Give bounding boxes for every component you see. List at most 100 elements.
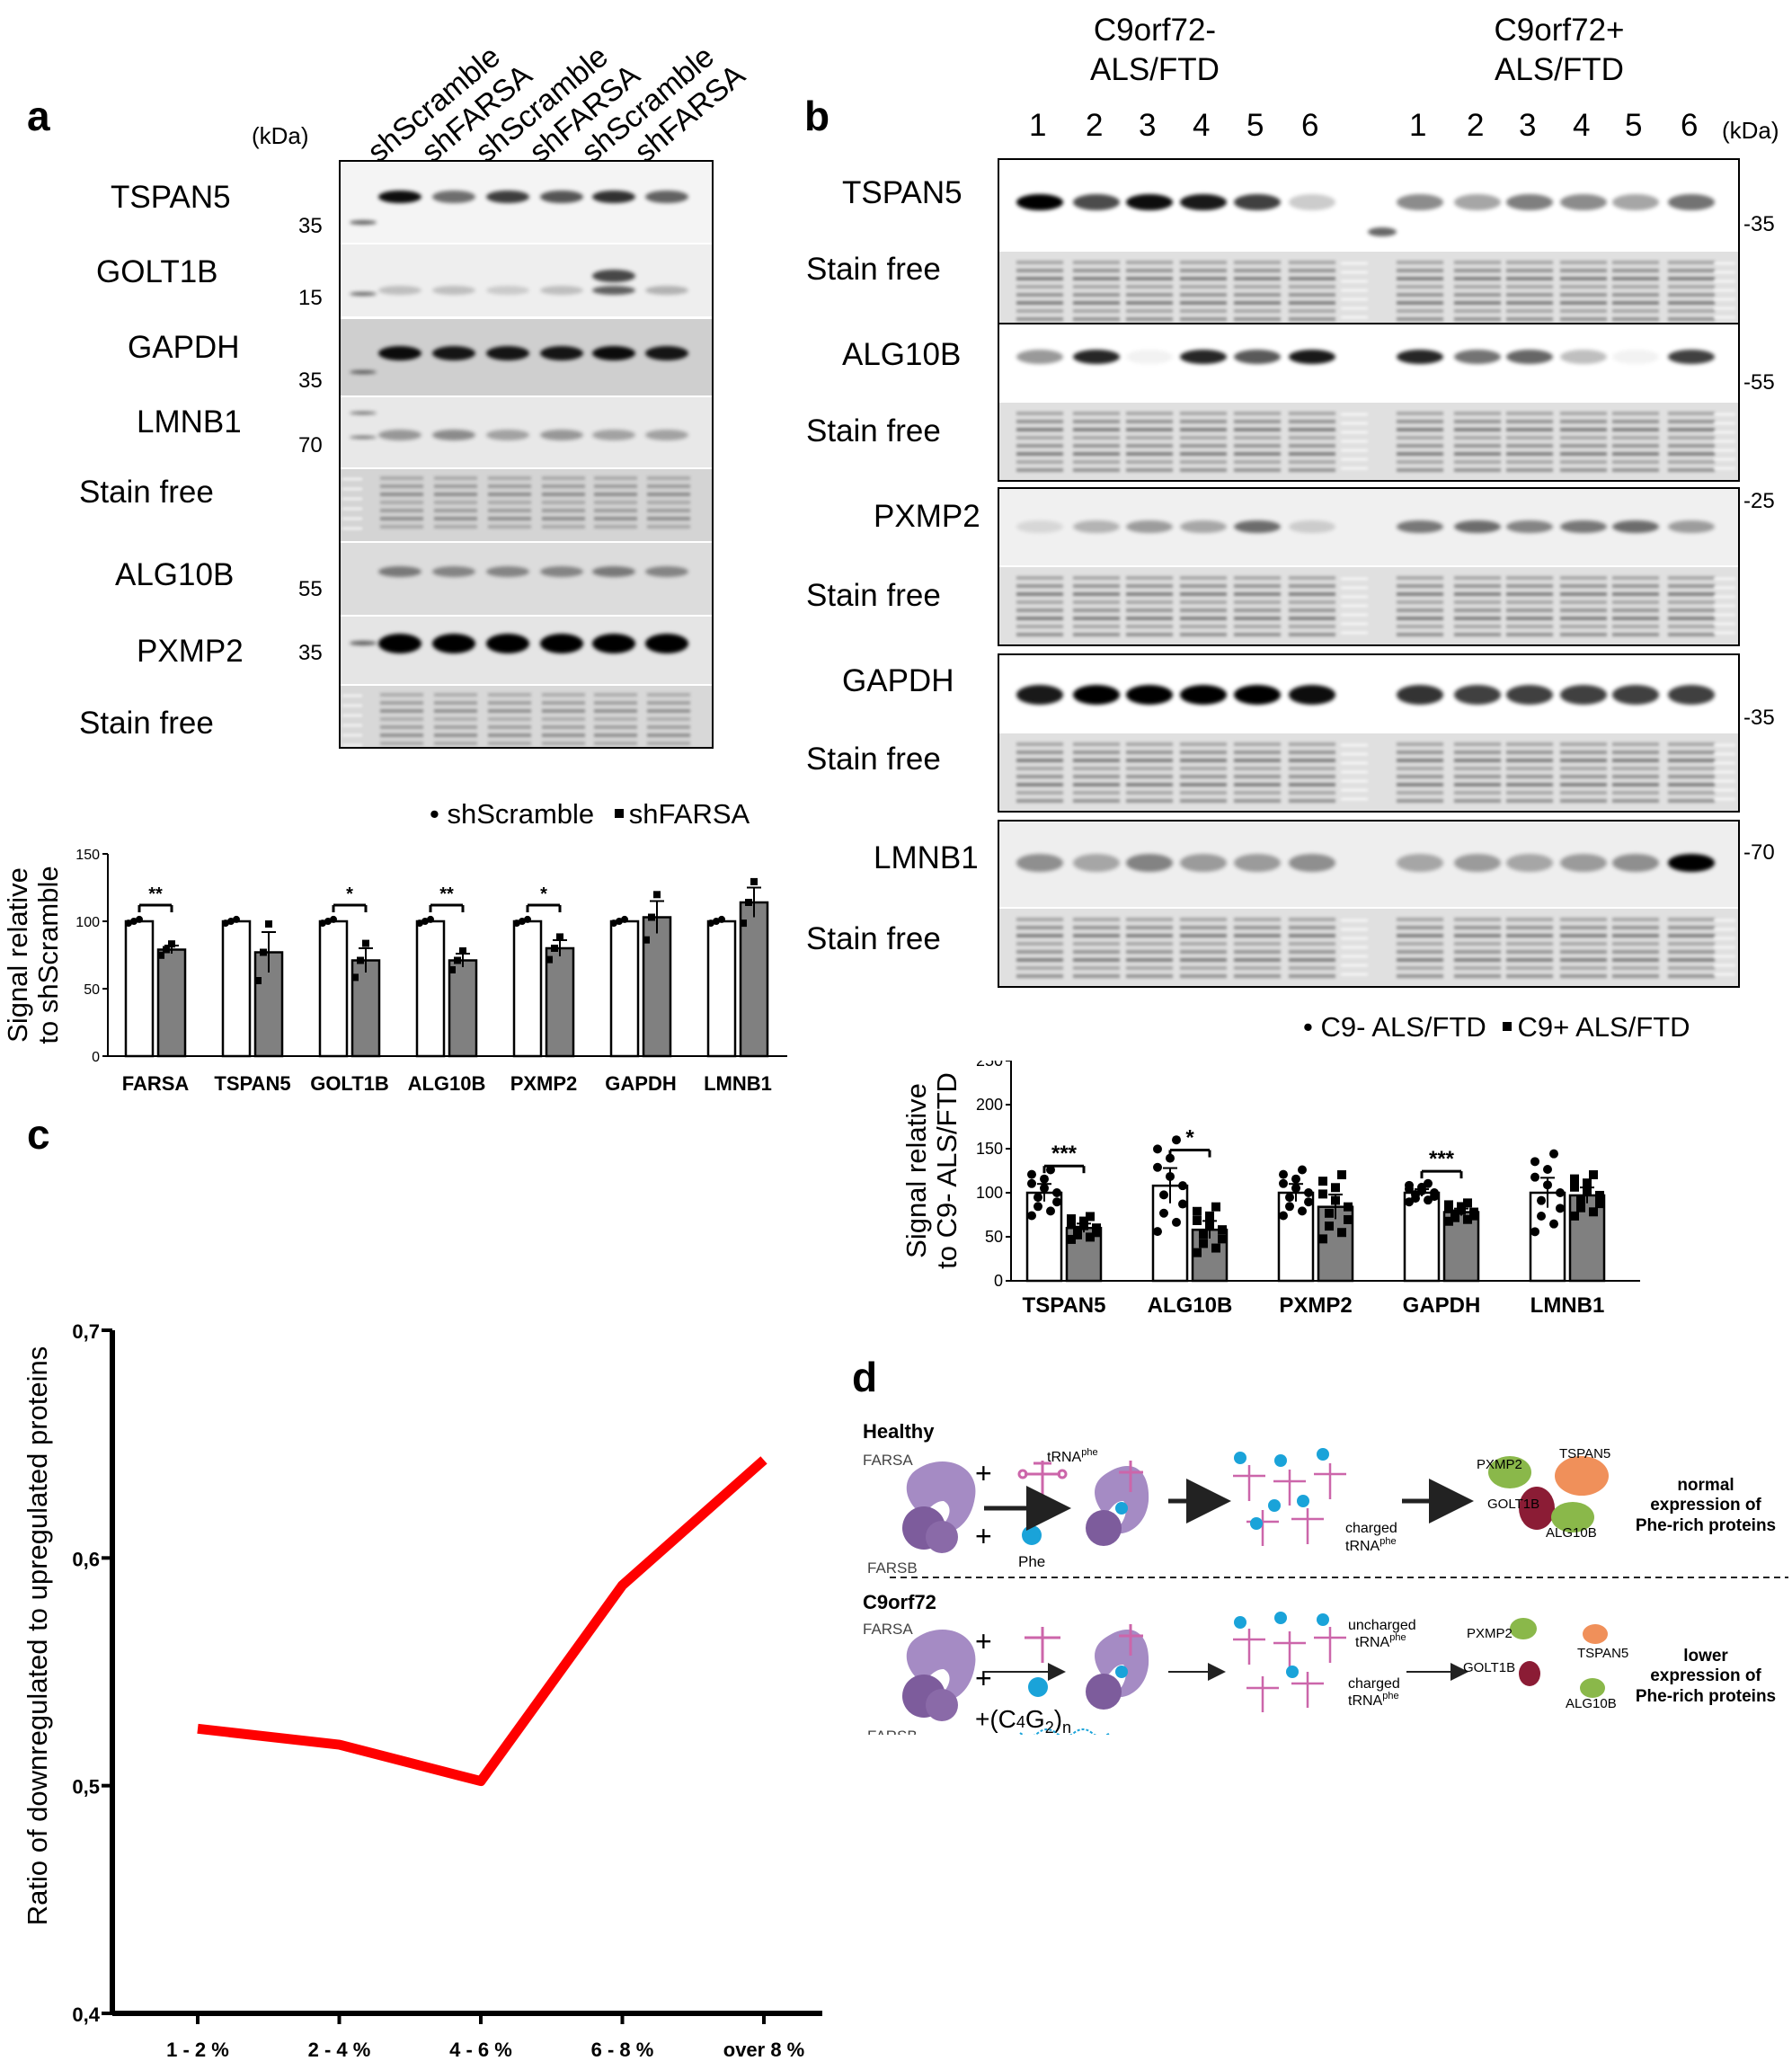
stain-band [1560, 759, 1607, 762]
stain-band [1180, 285, 1227, 289]
group-right-label: C9orf72+ ALS/FTD [1487, 11, 1631, 90]
y-tick-label: 50 [84, 982, 100, 998]
stain-band [594, 717, 637, 721]
stain-band [1560, 609, 1607, 612]
stain-band [434, 517, 477, 520]
stain-band [1289, 285, 1335, 289]
data-point [130, 918, 138, 925]
x-tick-label: 1 - 2 % [166, 2039, 229, 2058]
stain-band [1454, 420, 1501, 423]
data-point [1318, 1189, 1327, 1199]
stain-band [1397, 600, 1443, 604]
row-label: TSPAN5 [111, 180, 231, 215]
stain-band [1126, 293, 1173, 297]
stain-band [380, 525, 423, 529]
data-point [330, 915, 337, 923]
data-point [254, 977, 262, 984]
data-point [551, 945, 558, 952]
data-point [1086, 1232, 1095, 1242]
charged-label: charged [1345, 1521, 1397, 1536]
stain-band [1180, 767, 1227, 770]
stain-band [1234, 966, 1281, 970]
stain-band [1506, 950, 1553, 954]
stain-band [1073, 576, 1120, 580]
data-point [1178, 1181, 1187, 1191]
stain-band [380, 484, 423, 488]
stain-band [1073, 444, 1120, 448]
protein-band [1180, 854, 1227, 872]
protein-band [486, 566, 529, 577]
stain-band [1016, 261, 1063, 264]
stain-band [1668, 261, 1715, 264]
data-point [454, 956, 461, 964]
y-tick-label: 50 [985, 1228, 1003, 1246]
stain-band [1560, 317, 1607, 321]
ladder-band [342, 508, 362, 510]
stain-band [1126, 942, 1173, 946]
data-point [1285, 1202, 1294, 1212]
stain-band [1506, 309, 1553, 313]
stain-band [488, 733, 531, 737]
stain-band [1668, 974, 1715, 978]
ladder-band [342, 715, 362, 716]
stain-band [1073, 452, 1120, 456]
phe-dots-icon [1234, 1612, 1329, 1678]
stain-band [1016, 460, 1063, 464]
stain-band [1180, 791, 1227, 795]
stain-band [1073, 468, 1120, 472]
stain-band [1234, 269, 1281, 272]
stain-band [1180, 468, 1227, 472]
data-point [1199, 1230, 1208, 1239]
stain-band [1612, 309, 1659, 313]
stain-band [1180, 617, 1227, 620]
data-point [1067, 1214, 1076, 1224]
stain-band [434, 717, 477, 721]
stain-band [1073, 625, 1120, 628]
stain-band [1506, 301, 1553, 305]
stain-band [1126, 767, 1173, 770]
protein-band [592, 346, 635, 360]
stain-band [647, 733, 690, 737]
stain-band [434, 493, 477, 496]
stain-band [1506, 633, 1553, 636]
stain-band [1560, 751, 1607, 754]
protein-band [540, 191, 583, 203]
blot-strip [339, 469, 714, 541]
stain-band [1668, 600, 1715, 604]
ladder-band [342, 705, 362, 706]
blot-strip [999, 489, 1738, 565]
ladder-band [1714, 271, 1735, 273]
ladder-band [1714, 262, 1735, 264]
stain-band [1454, 293, 1501, 297]
protein-band [592, 286, 635, 295]
row-label: LMNB1 [874, 840, 979, 875]
stain-band [1073, 950, 1120, 954]
stain-band [1397, 742, 1443, 746]
stain-band [1126, 584, 1173, 588]
stain-band [1016, 767, 1063, 770]
stain-band [1454, 460, 1501, 464]
data-point [718, 915, 725, 923]
ladder-band [1714, 762, 1735, 764]
ladder-band [1341, 422, 1368, 424]
stain-band [1506, 775, 1553, 778]
marker-label: 35 [298, 369, 323, 393]
stain-band [1289, 317, 1335, 321]
legend-dot-icon: • [1303, 1011, 1313, 1043]
protein-band [1180, 350, 1227, 364]
stain-band [1397, 950, 1443, 954]
data-point [163, 946, 170, 954]
protein-band [378, 566, 421, 577]
stain-band [1454, 261, 1501, 264]
ladder-band [1341, 316, 1368, 318]
data-point [1279, 1169, 1288, 1179]
row-label: GAPDH [842, 663, 954, 698]
stain-band [1668, 942, 1715, 946]
stain-band [434, 509, 477, 512]
stain-band [647, 701, 690, 705]
c9-title: C9orf72 [863, 1591, 936, 1613]
stain-band [1073, 926, 1120, 929]
stain-band [1016, 444, 1063, 448]
stain-band [1612, 285, 1659, 289]
x-category-label: GAPDH [605, 1072, 676, 1095]
